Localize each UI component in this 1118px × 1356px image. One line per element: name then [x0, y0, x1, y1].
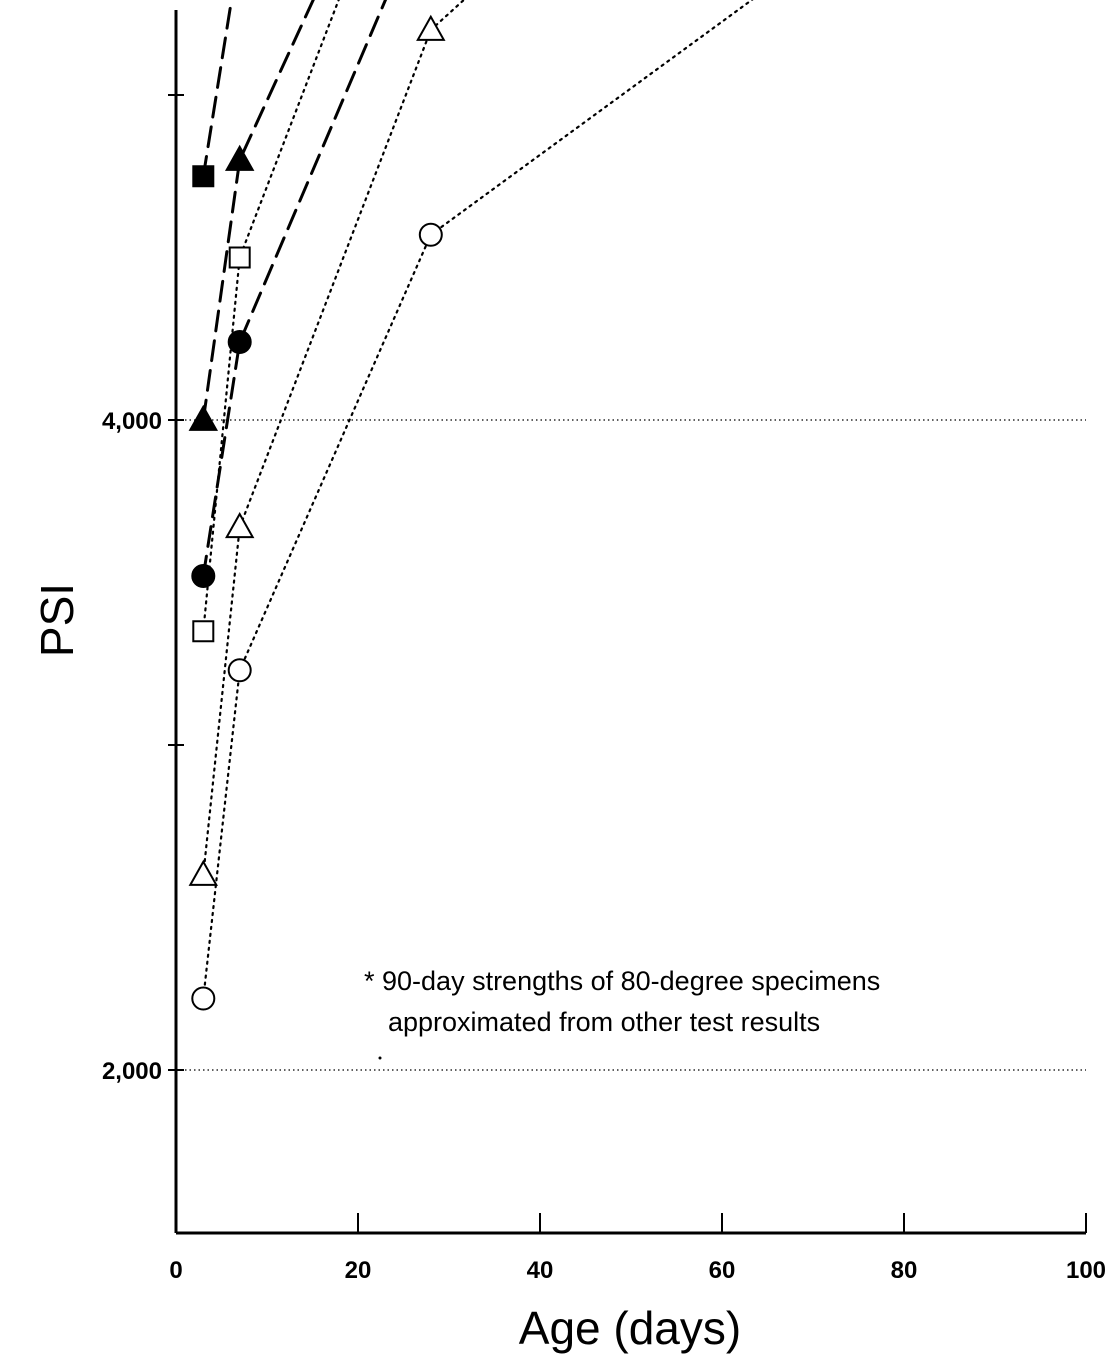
series-line-filled-square: [201, 0, 234, 178]
series-line-open-triangle: [202, 0, 466, 877]
data-point-open-triangle: [224, 512, 255, 539]
series-line-filled-circle: [201, 0, 388, 578]
series-line-open-circle: [202, 0, 754, 1000]
data-point-open-square: [192, 620, 215, 643]
series-line-open-square: [202, 0, 340, 633]
x-tick-label: 100: [1066, 1257, 1106, 1284]
x-tick-label: 60: [709, 1257, 736, 1284]
data-point-open-circle: [227, 658, 252, 683]
x-tick-label: 20: [345, 1257, 372, 1284]
axes: [168, 10, 1087, 1235]
y-axis-title: PSI: [31, 583, 83, 657]
data-point-filled-square: [192, 165, 215, 188]
x-tick-label: 80: [891, 1257, 918, 1284]
annotation-line-1: * 90-day strengths of 80-degree specimen…: [364, 966, 880, 996]
gridlines: [176, 419, 1086, 1071]
x-tick-label: 0: [169, 1257, 182, 1284]
x-axis-title: Age (days): [519, 1302, 741, 1354]
series-layer: ***: [188, 0, 754, 1060]
data-point-filled-triangle: [224, 144, 255, 171]
data-point-open-triangle: [188, 859, 219, 886]
stray-dot: [378, 1056, 382, 1060]
data-point-filled-circle: [191, 564, 216, 588]
data-point-open-circle: [191, 986, 216, 1011]
data-point-filled-triangle: [188, 404, 219, 431]
series-line-filled-triangle: [201, 0, 315, 422]
data-point-filled-circle: [227, 330, 252, 354]
data-point-open-circle: [418, 222, 443, 247]
x-tick-label: 40: [527, 1257, 554, 1284]
y-tick-label: 4,000: [102, 408, 162, 435]
y-tick-label: 2,000: [102, 1058, 162, 1085]
annotation-line-2: approximated from other test results: [388, 1007, 820, 1037]
data-point-open-square: [228, 246, 251, 269]
data-point-open-triangle: [416, 14, 446, 41]
